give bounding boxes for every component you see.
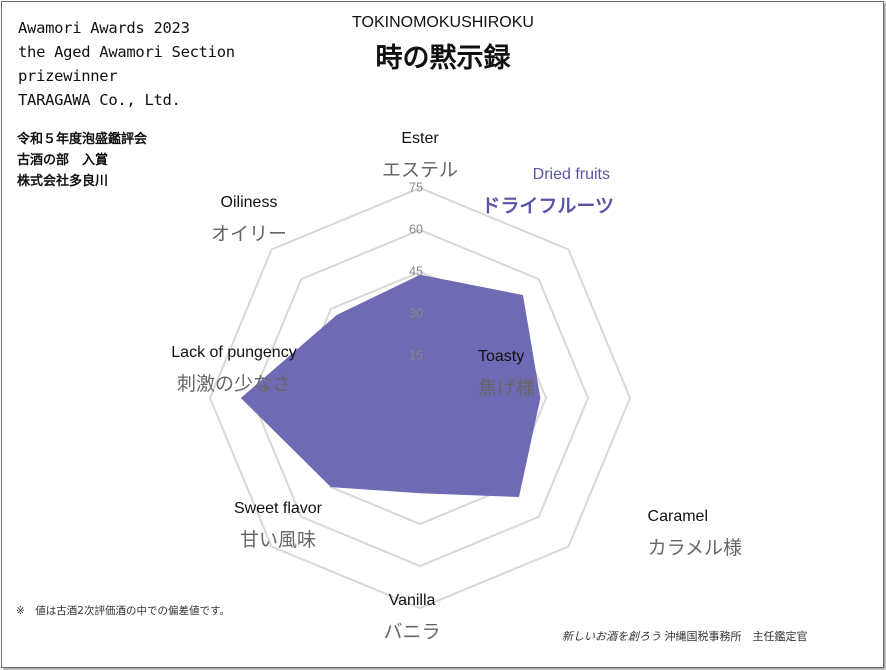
axis-label-en-3: Caramel xyxy=(648,508,708,525)
tick-label-45: 45 xyxy=(409,264,423,278)
axis-label-jp-1: ドライフルーツ xyxy=(481,195,614,217)
award-en-line-1: Awamori Awards 2023 xyxy=(18,19,190,37)
axis-label-en-2: Toasty xyxy=(478,348,524,365)
award-en-line-4: TARAGAWA Co., Ltd. xyxy=(18,91,181,109)
axis-label-jp-4: バニラ xyxy=(383,621,440,643)
credit-office: 沖縄国税事務所 主任鑑定官 xyxy=(664,630,808,643)
axis-label-jp-7: オイリー xyxy=(211,223,287,245)
tick-label-75: 75 xyxy=(409,180,423,194)
award-jp-line-1: 令和５年度泡盛鑑評会 xyxy=(17,132,148,147)
axis-label-jp-6: 刺激の少なさ xyxy=(177,373,291,395)
credit-slogan: 新しいお酒を創ろう xyxy=(562,630,661,643)
tick-label-15: 15 xyxy=(409,348,423,362)
axis-label-jp-0: エステル xyxy=(382,159,458,181)
chart-title-romanized: TOKINOMOKUSHIROKU xyxy=(352,14,534,31)
award-japanese-block: 令和５年度泡盛鑑評会 古酒の部 入賞 株式会社多良川 xyxy=(17,129,147,192)
tick-label-60: 60 xyxy=(409,222,423,236)
award-jp-line-3: 株式会社多良川 xyxy=(17,174,109,189)
footnote: ※ 値は古酒2次評価酒の中での偏差値です。 xyxy=(16,605,230,617)
award-en-line-2: the Aged Awamori Section xyxy=(18,43,235,61)
radar-data xyxy=(240,274,541,498)
axis-label-en-0: Ester xyxy=(401,130,439,147)
axis-label-jp-3: カラメル様 xyxy=(648,537,742,559)
axis-label-en-1: Dried fruits xyxy=(533,166,610,183)
axis-label-en-7: Oiliness xyxy=(221,194,278,211)
award-english-block: Awamori Awards 2023 the Aged Awamori Sec… xyxy=(18,16,235,112)
axis-label-en-6: Lack of pungency xyxy=(171,344,296,361)
axis-label-jp-2: 焦げ様 xyxy=(478,377,535,399)
award-jp-line-2: 古酒の部 入賞 xyxy=(17,153,109,168)
radar-tick-labels: 15 30 45 60 75 xyxy=(409,180,423,362)
award-en-line-3: prizewinner xyxy=(18,67,118,85)
chart-title-japanese: 時の黙示録 xyxy=(375,43,511,74)
axis-label-en-4: Vanilla xyxy=(389,592,436,609)
grid-ring-75 xyxy=(208,186,632,610)
data-area xyxy=(240,274,541,497)
credit: 新しいお酒を創ろう 沖縄国税事務所 主任鑑定官 xyxy=(562,628,808,644)
grid-ring-60 xyxy=(250,228,590,568)
axis-label-en-5: Sweet flavor xyxy=(234,500,323,517)
axis-label-jp-5: 甘い風味 xyxy=(240,529,316,551)
radar-axis-labels: Ester エステル Dried fruits ドライフルーツ Toasty 焦げ様 Car… xyxy=(171,130,742,643)
tick-label-30: 30 xyxy=(409,306,423,320)
